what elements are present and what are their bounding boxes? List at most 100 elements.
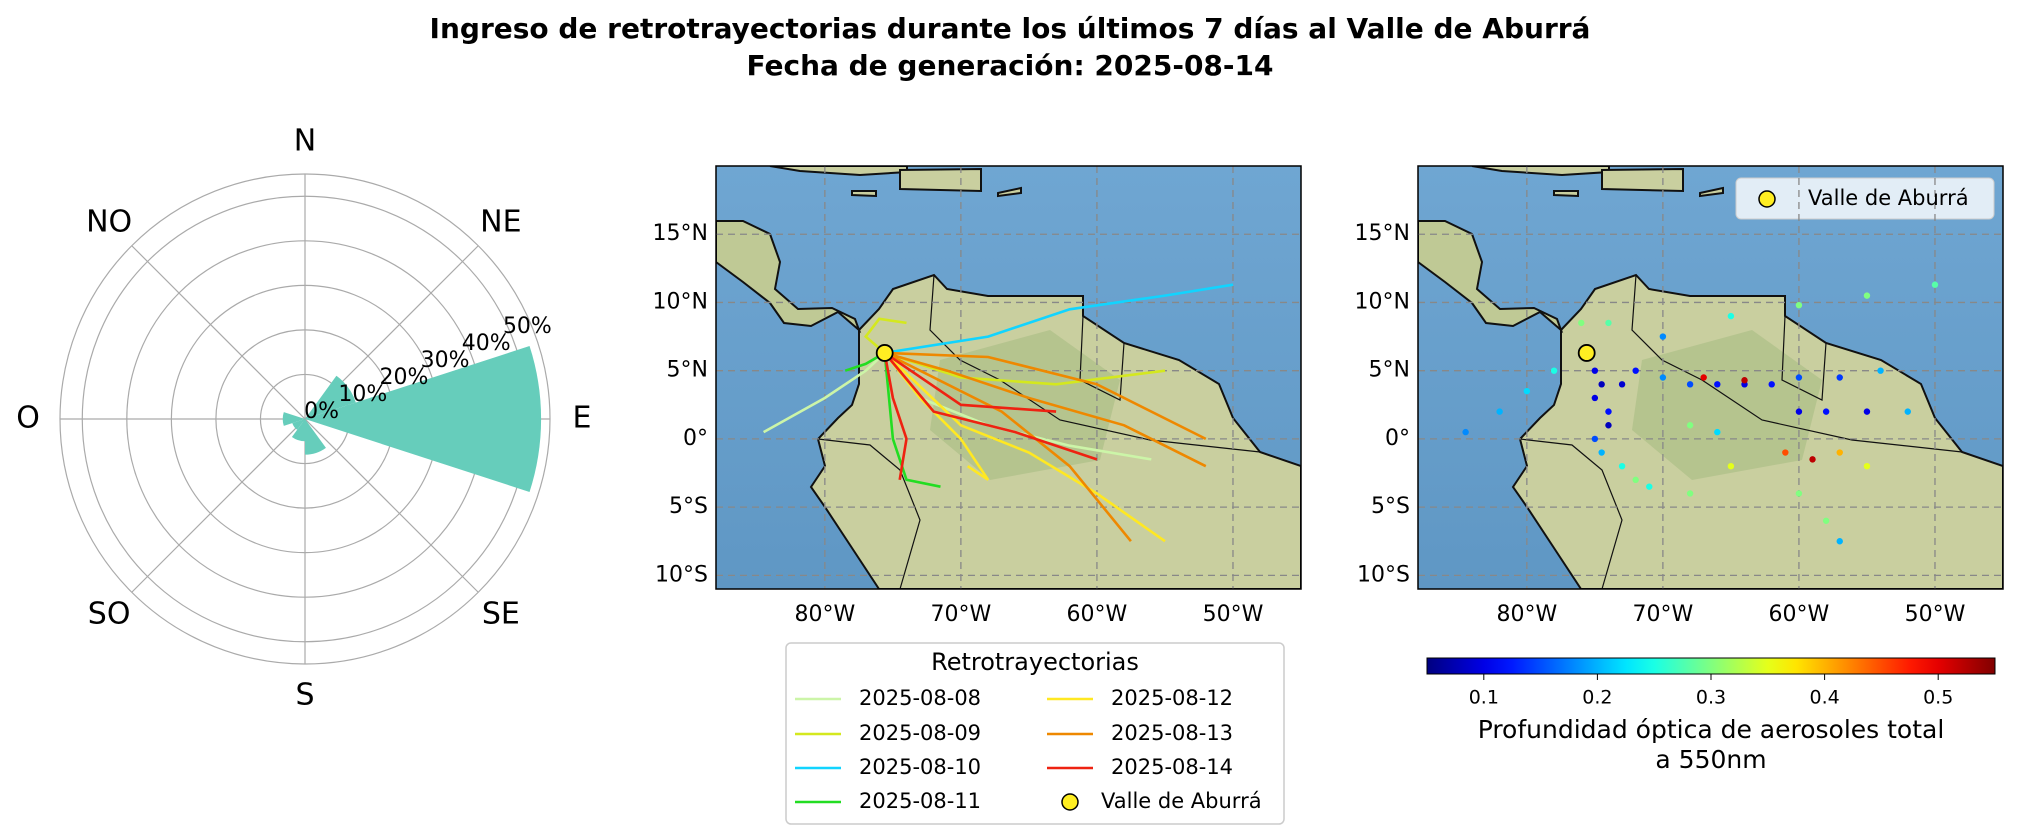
- aod-point: [1632, 476, 1639, 484]
- aod-point: [1877, 367, 1884, 374]
- legend-label: 2025-08-08: [859, 686, 981, 710]
- aod-point: [1659, 374, 1667, 381]
- y-tick-label: 10°S: [655, 562, 708, 587]
- map-background: [716, 166, 1301, 589]
- colorbar-tick-label: 0.5: [1923, 687, 1953, 709]
- map-frame: [715, 165, 1302, 590]
- direction-label: N: [294, 124, 316, 159]
- aod-point: [1904, 408, 1911, 415]
- legend-marker: [1061, 793, 1079, 811]
- legend-label: Valle de Aburrá: [1808, 186, 1969, 210]
- legend-label: 2025-08-12: [1111, 686, 1233, 710]
- colorbar-tick-label: 0.2: [1582, 687, 1612, 709]
- rose-bar: [282, 412, 305, 426]
- aod-point: [1496, 408, 1503, 415]
- aod-point: [1605, 422, 1612, 429]
- x-tick-label: 70°W: [1633, 602, 1694, 627]
- y-tick-label: 5°N: [1369, 358, 1410, 383]
- rose-bar: [305, 375, 356, 419]
- direction-label: SO: [88, 596, 131, 631]
- rose-bar: [291, 419, 305, 442]
- x-tick-label: 50°W: [1905, 602, 1966, 627]
- aod-point: [1523, 387, 1531, 395]
- y-tick-label: 15°N: [653, 221, 708, 246]
- aod-point: [1598, 381, 1605, 388]
- aod-point: [1727, 312, 1735, 320]
- aod-point: [1741, 377, 1748, 384]
- rose-bar: [305, 346, 542, 492]
- legend-box: [1735, 177, 1995, 220]
- direction-label: O: [16, 401, 40, 436]
- aod-point: [1727, 462, 1735, 470]
- aod-point: [1591, 394, 1599, 402]
- colorbar: [1426, 657, 1996, 675]
- radial-tick-label: 30%: [421, 348, 470, 373]
- aod-point: [1822, 408, 1830, 415]
- aod-point: [1605, 408, 1612, 415]
- aod-point: [1591, 435, 1599, 443]
- direction-label: SE: [482, 596, 520, 631]
- y-tick-label: 5°S: [1371, 494, 1410, 519]
- legend-label: 2025-08-11: [859, 789, 981, 813]
- legend-title: Retrotrayectorias: [931, 648, 1139, 676]
- aod-point: [1714, 381, 1721, 388]
- aod-point: [1598, 449, 1605, 456]
- aod-point: [1550, 367, 1558, 374]
- radial-tick-label: 50%: [503, 314, 552, 339]
- aod-point: [1795, 490, 1803, 497]
- aod-point: [1795, 408, 1803, 415]
- legend-label: 2025-08-13: [1111, 721, 1233, 745]
- radial-tick-label: 20%: [379, 365, 428, 390]
- direction-label: NO: [86, 205, 132, 240]
- title-line: Fecha de generación: 2025-08-14: [746, 49, 1273, 82]
- aod-point: [1822, 517, 1830, 524]
- aod-point: [1618, 381, 1626, 388]
- y-tick-label: 0°: [1385, 426, 1410, 451]
- aod-point: [1809, 456, 1816, 463]
- x-tick-label: 50°W: [1203, 602, 1264, 627]
- aod-point: [1618, 462, 1626, 470]
- aod-point: [1605, 319, 1612, 327]
- aod-point: [1714, 428, 1721, 436]
- aod-point: [1931, 281, 1939, 288]
- x-tick-label: 60°W: [1067, 602, 1128, 627]
- y-tick-label: 5°S: [669, 494, 708, 519]
- x-tick-label: 60°W: [1769, 602, 1830, 627]
- legend-label: 2025-08-10: [859, 755, 981, 779]
- x-tick-label: 80°W: [794, 602, 855, 627]
- legend-box: [785, 642, 1285, 825]
- direction-label: NE: [480, 205, 521, 240]
- aod-point: [1836, 538, 1843, 545]
- trajectory-line: [884, 283, 1234, 355]
- aod-point: [1863, 462, 1871, 470]
- colorbar-tick-label: 0.4: [1809, 687, 1839, 709]
- colorbar-label: Profundidad óptica de aerosoles total: [1478, 715, 1945, 744]
- direction-label: E: [573, 401, 592, 436]
- aod-point: [1768, 381, 1775, 388]
- aod-point: [1659, 333, 1667, 340]
- y-tick-label: 10°S: [1357, 562, 1410, 587]
- direction-label: S: [295, 678, 314, 713]
- x-tick-label: 80°W: [1496, 602, 1557, 627]
- aod-point: [1863, 408, 1871, 415]
- y-tick-label: 10°N: [1355, 289, 1410, 314]
- radial-tick-label: 10%: [338, 382, 387, 407]
- trajectory-line: [863, 317, 1166, 386]
- y-tick-label: 5°N: [667, 358, 708, 383]
- title-line: Ingreso de retrotrayectorias durante los…: [430, 12, 1591, 45]
- colorbar-label: a 550nm: [1655, 745, 1766, 774]
- colorbar-tick-label: 0.1: [1469, 687, 1499, 709]
- aod-point: [1632, 367, 1639, 374]
- aod-point: [1686, 422, 1694, 429]
- aod-point: [1863, 292, 1871, 299]
- aod-point: [1686, 381, 1694, 388]
- colorbar-tick-label: 0.3: [1696, 687, 1726, 709]
- x-tick-label: 70°W: [931, 602, 992, 627]
- aod-point: [1646, 483, 1653, 490]
- y-tick-label: 0°: [683, 426, 708, 451]
- aod-point: [1836, 374, 1843, 381]
- aod-point: [1700, 374, 1707, 381]
- y-tick-label: 15°N: [1355, 221, 1410, 246]
